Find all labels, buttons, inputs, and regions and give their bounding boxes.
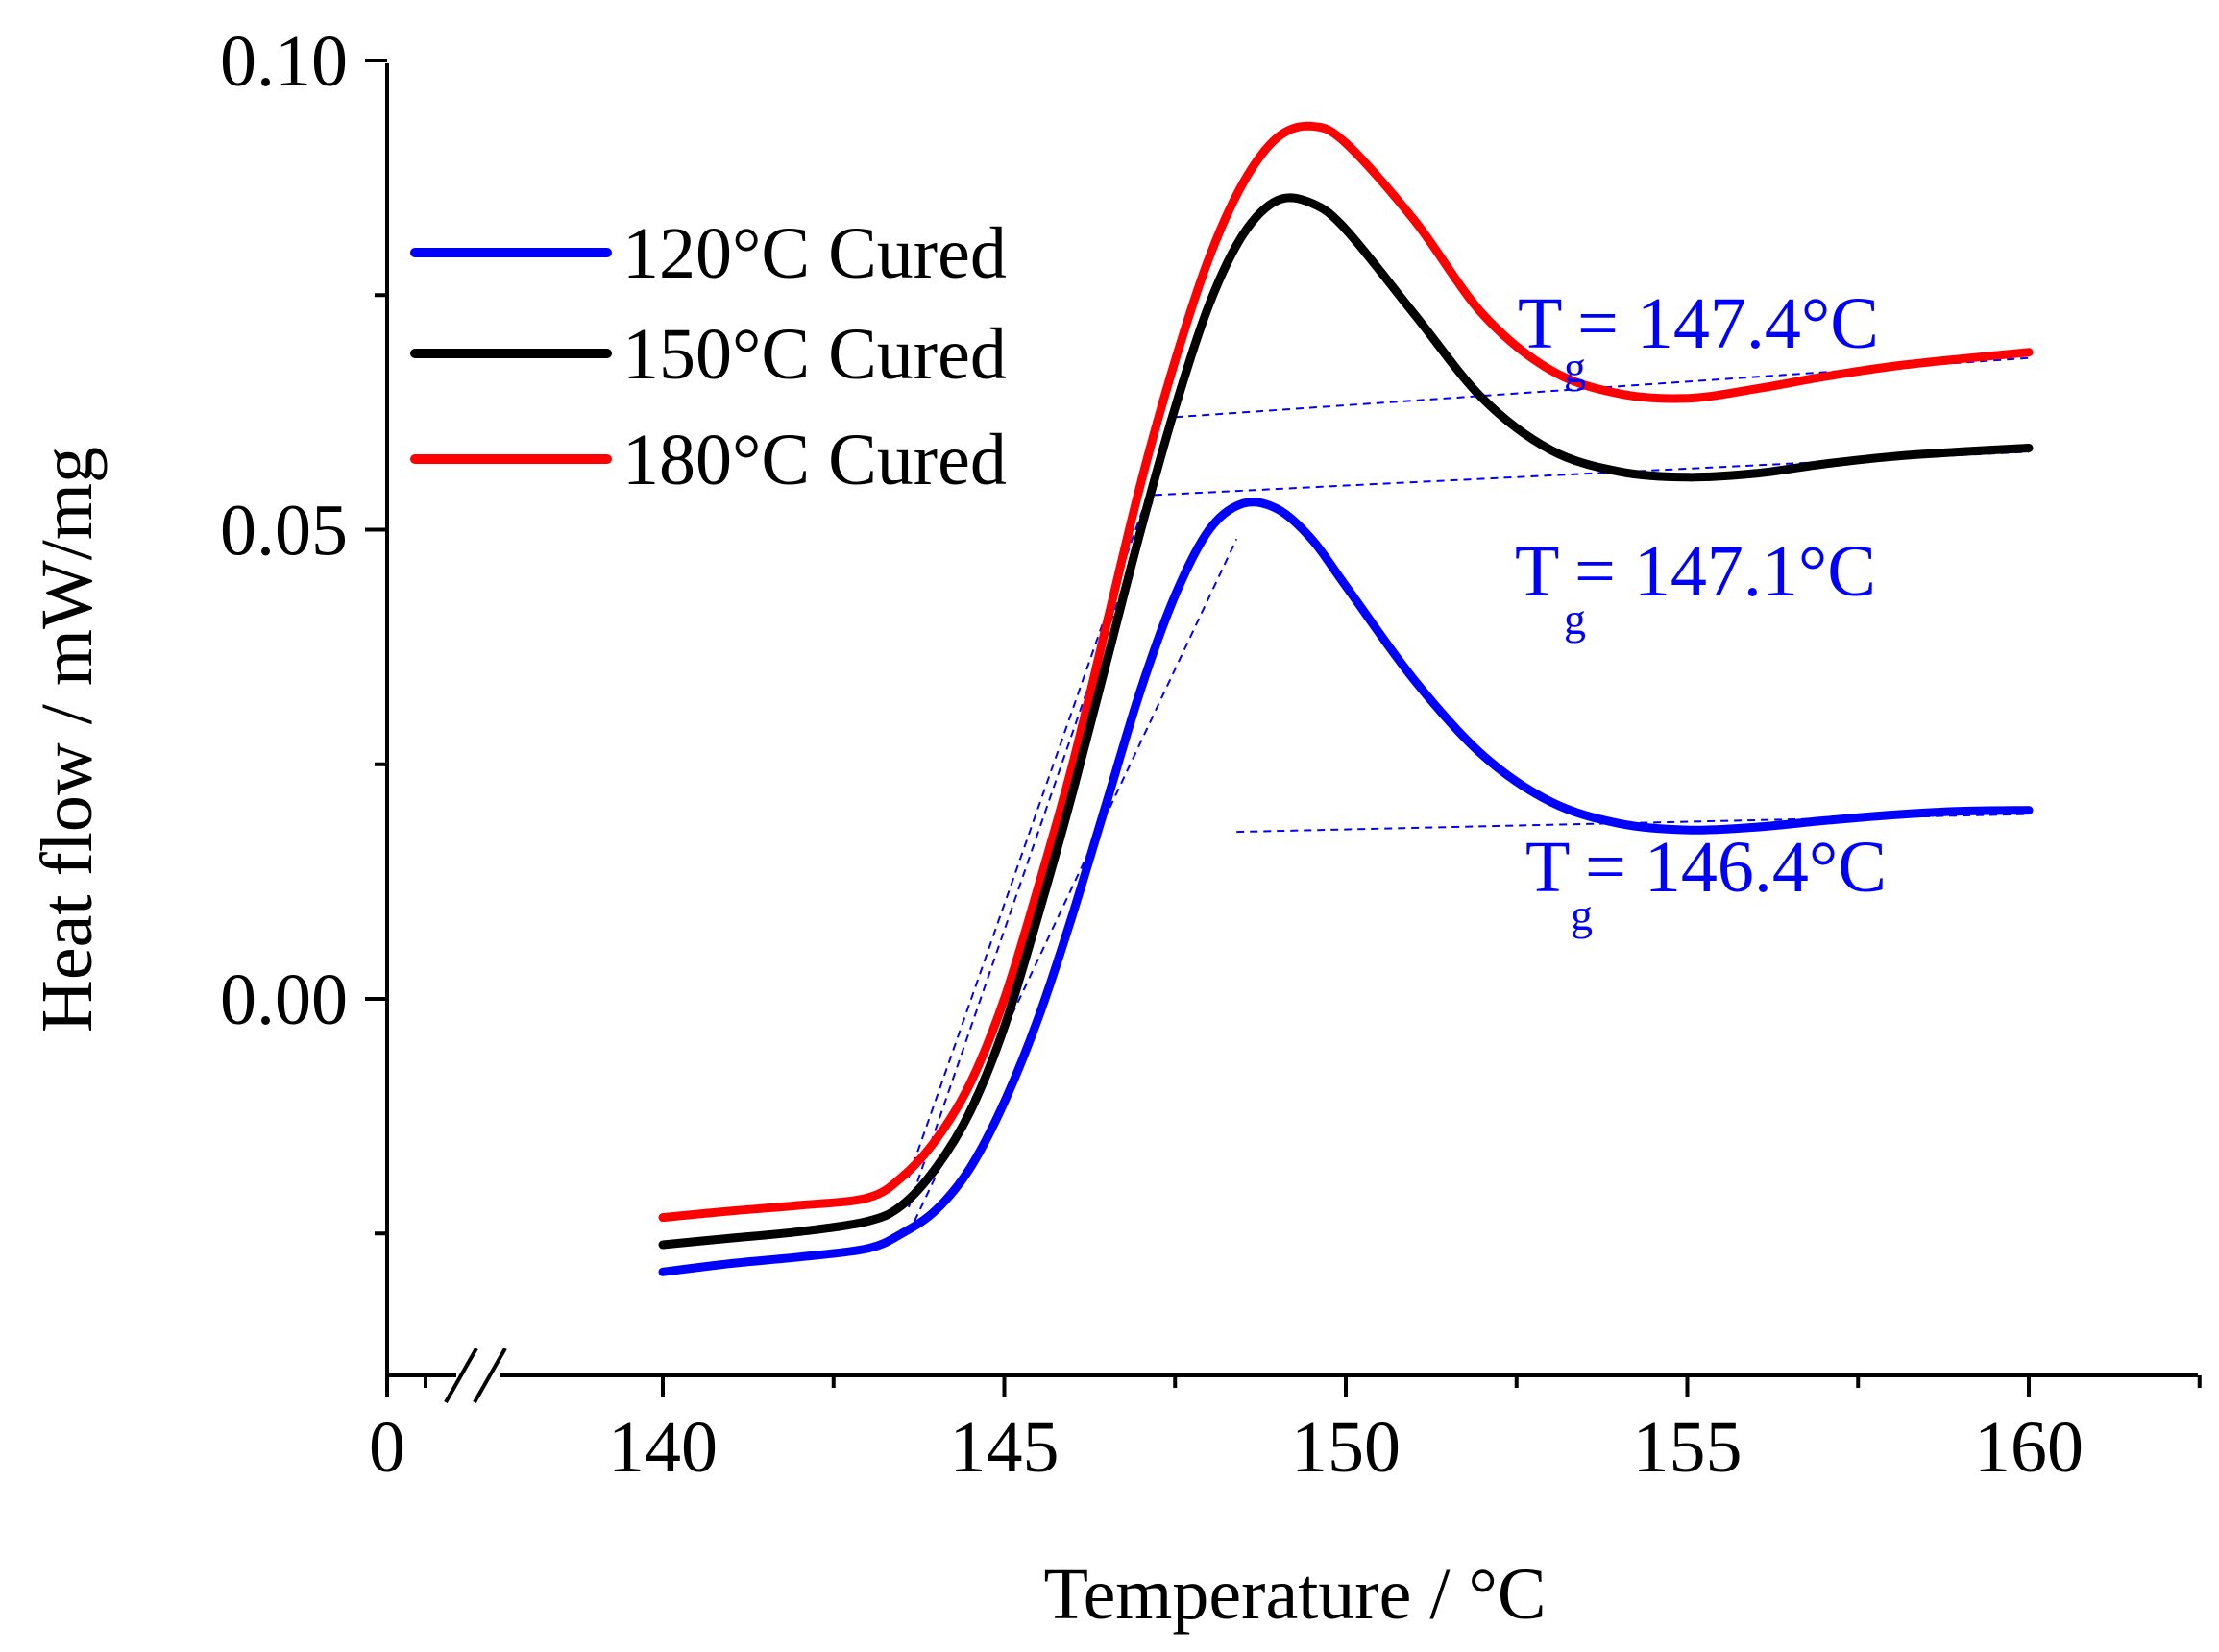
x-axis-label: Temperature / °C <box>1043 1554 1546 1635</box>
x-tick-label: 145 <box>950 1407 1060 1488</box>
series-line-150-c-cured <box>658 193 2034 1250</box>
tg-tangent-2 <box>908 416 1177 1178</box>
series-line-180-c-cured <box>658 121 2034 1223</box>
ticks-layer: 0.00 0.05 0.10 0 140 145 150 155 160 <box>220 21 2202 1488</box>
axes-layer <box>385 63 2198 1403</box>
tg-label-value-0: = 146.4°C <box>1585 827 1887 908</box>
y-tick-label: 0.05 <box>220 491 348 571</box>
legend-label-0: 120°C Cured <box>622 213 1007 294</box>
legend: 120°C Cured 150°C Cured 180°C Cured <box>410 213 1007 500</box>
axis-break-mark-1 <box>444 1348 478 1403</box>
series-line-120-c-cured <box>658 498 2034 1276</box>
tg-label-sub-1: g <box>1564 595 1586 644</box>
y-tick-label: 0.10 <box>220 21 348 102</box>
legend-label-2: 180°C Cured <box>622 420 1007 500</box>
tg-label-1: T <box>1515 531 1559 612</box>
tg-label-2: T <box>1518 283 1562 364</box>
tg-label-sub-2: g <box>1564 343 1586 392</box>
x-tick-label: 140 <box>608 1407 718 1488</box>
axis-break-mark-2 <box>473 1348 507 1403</box>
x-tick-label: 0 <box>369 1407 405 1488</box>
x-tick-label: 160 <box>1974 1407 2084 1488</box>
y-tick-label: 0.00 <box>220 960 348 1040</box>
tg-label-value-1: = 147.1°C <box>1574 531 1876 612</box>
x-tick-label: 150 <box>1291 1407 1401 1488</box>
plot-layer: Tg = 146.4°CTg = 147.1°CTg = 147.4°C <box>658 121 2034 1276</box>
tg-label-0: T <box>1525 827 1570 908</box>
tg-label-value-2: = 147.4°C <box>1577 283 1879 364</box>
x-tick-label: 155 <box>1633 1407 1743 1488</box>
y-axis-label: Heat flow / mW/mg <box>27 447 108 1032</box>
tg-label-sub-0: g <box>1571 890 1593 939</box>
tg-tangent-1 <box>908 495 1156 1208</box>
legend-label-1: 150°C Cured <box>622 314 1007 395</box>
